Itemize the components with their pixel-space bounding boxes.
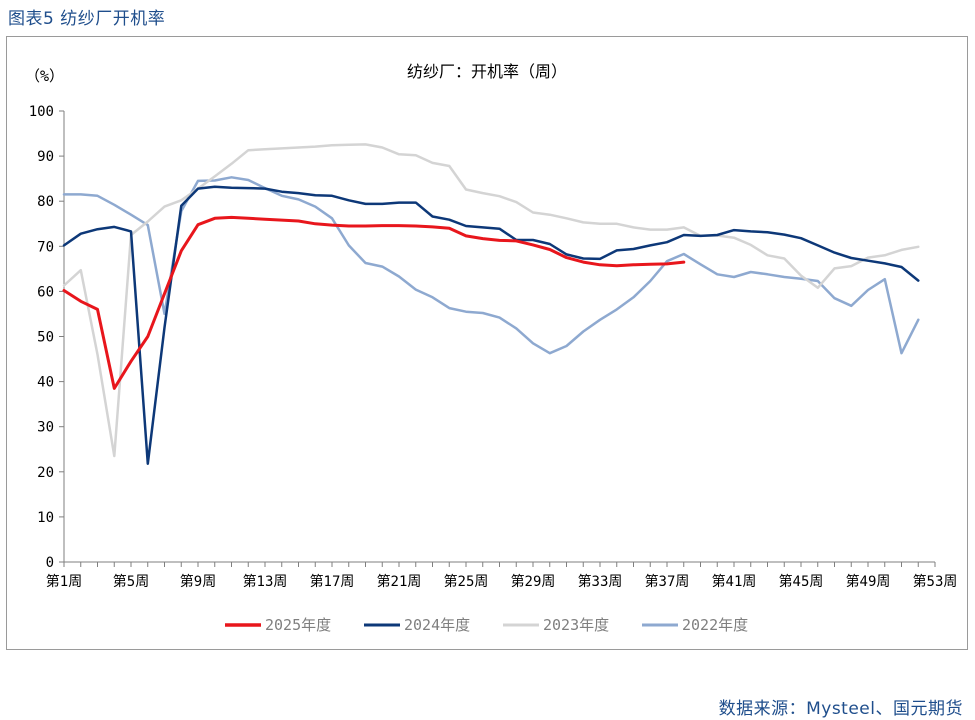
y-axis-unit-label: （%） (25, 67, 64, 85)
y-tick-label: 90 (37, 149, 54, 165)
legend-label: 2022年度 (682, 616, 748, 634)
x-tick-label: 第9周 (180, 573, 216, 590)
x-tick-label: 第5周 (113, 573, 149, 590)
source-note: 数据来源：Mysteel、国元期货 (718, 699, 963, 719)
y-tick-label: 40 (37, 375, 54, 391)
legend-label: 2025年度 (265, 616, 331, 634)
x-tick-label: 第21周 (377, 573, 422, 590)
x-tick-label: 第33周 (578, 573, 623, 590)
chart-title: 纺纱厂：开机率（周） (407, 62, 567, 81)
y-tick-label: 0 (46, 555, 54, 571)
x-tick-label: 第49周 (846, 573, 891, 590)
x-tick-label: 第13周 (243, 573, 288, 590)
series-line-2023年度 (62, 143, 920, 458)
x-tick-label: 第41周 (712, 573, 757, 590)
figure-title: 图表5 纺纱厂开机率 (8, 9, 166, 29)
x-tick-label: 第53周 (913, 573, 958, 590)
x-tick-label: 第45周 (779, 573, 824, 590)
series-line-2024年度 (62, 185, 920, 465)
y-tick-label: 30 (37, 420, 54, 436)
x-tick-label: 第29周 (511, 573, 556, 590)
y-tick-label: 10 (37, 510, 54, 526)
line-chart: 纺纱厂：开机率（周） （%） 0 10 20 30 40 50 60 70 80 90 100 第1周… (25, 62, 958, 634)
legend-label: 2023年度 (543, 616, 609, 634)
y-tick-label: 70 (37, 239, 54, 255)
axes: 0 10 20 30 40 50 60 70 80 90 100 第1周 第5周 第9周 第13周 第17周 第… (29, 104, 958, 590)
legend-label: 2024年度 (404, 616, 470, 634)
series-line-2022年度 (62, 176, 920, 355)
y-tick-label: 60 (37, 284, 54, 300)
series-line-2025年度 (62, 215, 686, 390)
y-tick-label: 100 (29, 104, 54, 120)
x-tick-label: 第1周 (46, 573, 82, 590)
y-tick-label: 50 (37, 330, 54, 346)
y-tick-label: 20 (37, 465, 54, 481)
y-tick-label: 80 (37, 194, 54, 210)
x-tick-label: 第17周 (310, 573, 355, 590)
chart-frame: 纺纱厂：开机率（周） （%） 0 10 20 30 40 50 60 70 80 90 100 第1周… (6, 36, 968, 650)
legend: 2025年度 2024年度 2023年度 2022年度 (225, 616, 748, 634)
x-tick-label: 第37周 (645, 573, 690, 590)
series-lines (62, 143, 920, 465)
x-tick-label: 第25周 (444, 573, 489, 590)
